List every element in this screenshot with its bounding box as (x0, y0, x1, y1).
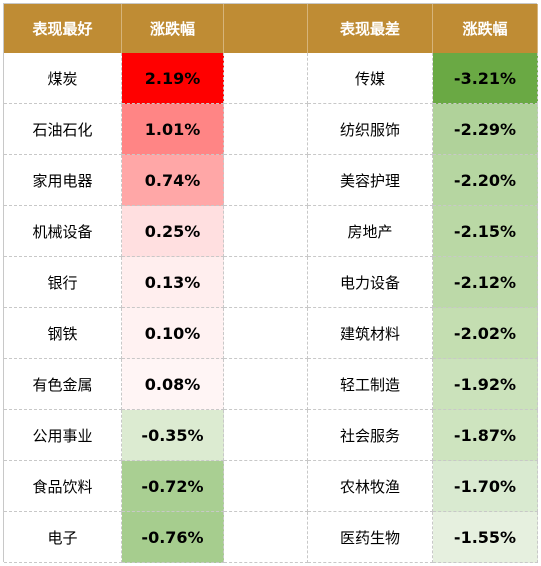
best-sector-name: 电子 (4, 512, 122, 563)
best-sector-name: 煤炭 (4, 53, 122, 104)
best-sector-change: -0.76% (122, 512, 224, 563)
best-sector-change: -0.35% (122, 410, 224, 461)
row-spacer (224, 410, 308, 461)
worst-sector-name: 传媒 (308, 53, 433, 104)
row-spacer (224, 206, 308, 257)
row-spacer (224, 308, 308, 359)
worst-sector-change: -2.02% (433, 308, 538, 359)
worst-sector-change: -1.55% (433, 512, 538, 563)
row-spacer (224, 359, 308, 410)
best-sector-change: 2.19% (122, 53, 224, 104)
worst-sector-change: -1.92% (433, 359, 538, 410)
header-worst-performers: 表现最差 (308, 4, 433, 53)
best-sector-change: 0.74% (122, 155, 224, 206)
header-change-right: 涨跌幅 (433, 4, 538, 53)
best-sector-name: 有色金属 (4, 359, 122, 410)
best-sector-change: -0.72% (122, 461, 224, 512)
worst-sector-name: 纺织服饰 (308, 104, 433, 155)
row-spacer (224, 257, 308, 308)
row-spacer (224, 155, 308, 206)
worst-sector-change: -1.70% (433, 461, 538, 512)
row-spacer (224, 461, 308, 512)
best-sector-name: 食品饮料 (4, 461, 122, 512)
row-spacer (224, 512, 308, 563)
worst-sector-change: -2.15% (433, 206, 538, 257)
best-sector-change: 0.25% (122, 206, 224, 257)
best-sector-change: 0.13% (122, 257, 224, 308)
worst-sector-name: 房地产 (308, 206, 433, 257)
worst-sector-change: -2.12% (433, 257, 538, 308)
worst-sector-name: 社会服务 (308, 410, 433, 461)
best-sector-name: 钢铁 (4, 308, 122, 359)
best-sector-change: 0.08% (122, 359, 224, 410)
worst-sector-change: -2.20% (433, 155, 538, 206)
best-sector-name: 银行 (4, 257, 122, 308)
best-sector-name: 机械设备 (4, 206, 122, 257)
worst-sector-name: 轻工制造 (308, 359, 433, 410)
worst-sector-change: -3.21% (433, 53, 538, 104)
row-spacer (224, 53, 308, 104)
worst-sector-name: 电力设备 (308, 257, 433, 308)
row-spacer (224, 104, 308, 155)
worst-sector-change: -2.29% (433, 104, 538, 155)
best-sector-change: 0.10% (122, 308, 224, 359)
best-sector-name: 公用事业 (4, 410, 122, 461)
best-sector-name: 家用电器 (4, 155, 122, 206)
worst-sector-name: 农林牧渔 (308, 461, 433, 512)
worst-sector-name: 医药生物 (308, 512, 433, 563)
best-sector-change: 1.01% (122, 104, 224, 155)
header-change-left: 涨跌幅 (122, 4, 224, 53)
worst-sector-name: 建筑材料 (308, 308, 433, 359)
header-spacer (224, 4, 308, 53)
sector-performance-table: 表现最好 涨跌幅 表现最差 涨跌幅 煤炭 2.19% 传媒 -3.21% 石油石化 1.0… (3, 3, 538, 563)
worst-sector-change: -1.87% (433, 410, 538, 461)
header-best-performers: 表现最好 (4, 4, 122, 53)
best-sector-name: 石油石化 (4, 104, 122, 155)
worst-sector-name: 美容护理 (308, 155, 433, 206)
